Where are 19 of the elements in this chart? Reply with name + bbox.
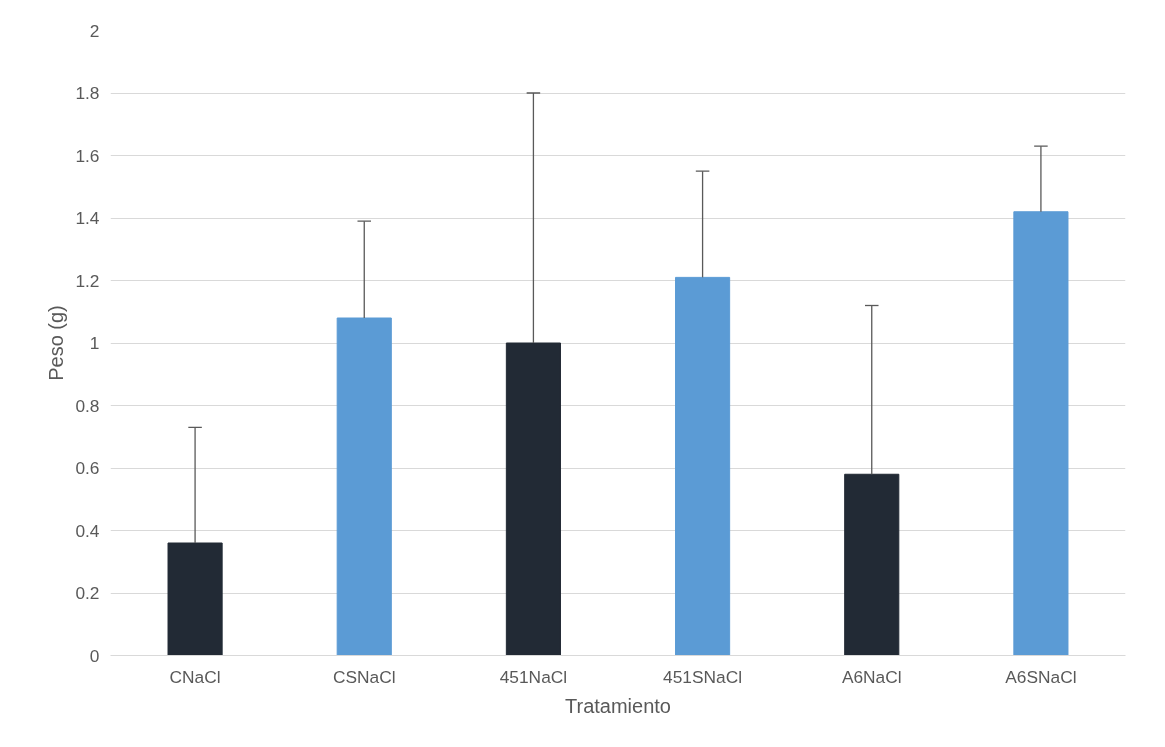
x-tick-label: A6NaCl — [841, 666, 902, 687]
x-tick-label: 451SNaCl — [663, 666, 743, 687]
y-tick-label: 1.6 — [75, 145, 100, 166]
y-tick-label: 0.2 — [75, 583, 100, 603]
y-tick-label: 0.4 — [75, 520, 100, 541]
x-tick-label: A6SNaCl — [1005, 666, 1077, 687]
y-tick-label: 2 — [89, 20, 100, 41]
x-axis-title: Tratamiento — [565, 694, 671, 717]
x-tick-label: 451NaCl — [499, 666, 568, 687]
y-tick-label: 1.2 — [75, 270, 100, 291]
y-tick-label: 0 — [89, 645, 100, 666]
y-tick-label: 1.4 — [75, 208, 100, 228]
y-tick-label: 1 — [89, 333, 100, 353]
y-tick-label: 0.8 — [75, 395, 100, 416]
y-tick-label: 0.6 — [75, 458, 100, 478]
x-tick-label: CSNaCl — [332, 666, 396, 687]
y-tick-label: 1.8 — [75, 83, 100, 103]
x-tick-label: CNaCl — [169, 666, 221, 687]
y-axis-title: Peso (g) — [45, 305, 68, 381]
